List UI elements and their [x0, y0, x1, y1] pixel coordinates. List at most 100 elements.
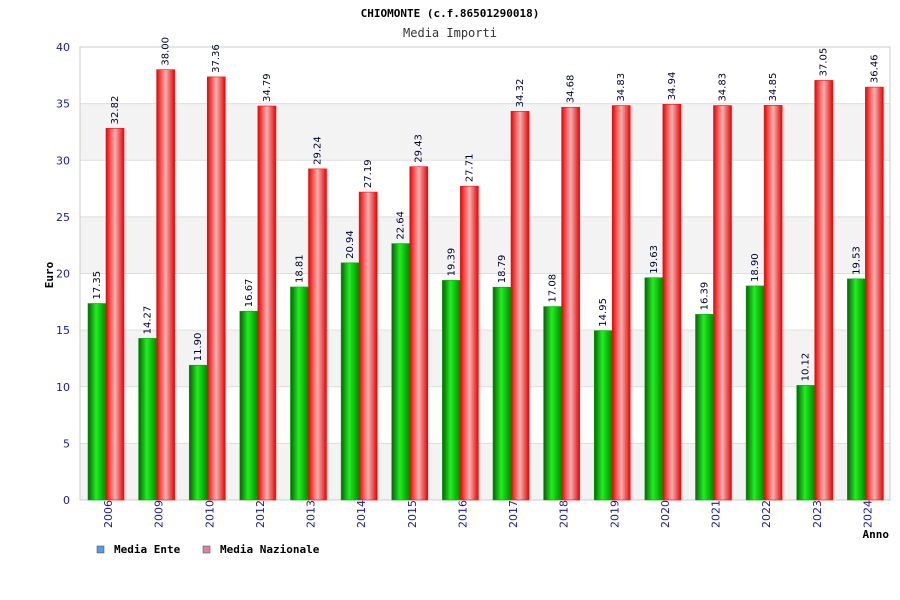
- legend-label-media-nazionale: Media Nazionale: [220, 543, 320, 556]
- y-tick-label: 10: [56, 381, 70, 394]
- chart-subtitle: Media Importi: [403, 26, 497, 40]
- bar-media-ente-2010: [188, 364, 208, 501]
- bar-media-nazionale-2006: [105, 128, 125, 501]
- data-label: 19.39: [446, 248, 457, 277]
- bar-media-ente-2017: [492, 286, 512, 501]
- x-tick-label: 2012: [254, 500, 267, 528]
- y-tick-label: 20: [56, 268, 70, 281]
- x-tick-label: 2014: [355, 500, 368, 528]
- bar-media-nazionale-2020: [662, 104, 682, 501]
- bar-media-ente-2020: [644, 277, 664, 501]
- x-tick-label: 2006: [102, 500, 115, 528]
- y-tick-label: 5: [63, 437, 70, 450]
- data-label: 34.94: [667, 72, 678, 101]
- y-tick-label: 0: [63, 494, 70, 507]
- legend: Media Ente Media Nazionale: [96, 543, 320, 556]
- data-label: 34.79: [262, 73, 273, 102]
- bar-media-nazionale-2013: [308, 168, 327, 501]
- bar-media-nazionale-2015: [409, 166, 429, 501]
- plot-area: 0 5 10 15 20 25 30 35 40 17.35 32.82 2006 14.27 38.00…: [56, 37, 891, 528]
- data-label: 14.27: [143, 306, 154, 335]
- data-label: 27.19: [363, 159, 374, 188]
- y-tick-label: 25: [56, 211, 70, 224]
- bar-media-nazionale-2016: [460, 185, 479, 501]
- bar-media-ente-2018: [543, 306, 562, 501]
- x-tick-label: 2019: [608, 500, 621, 528]
- bar-media-nazionale-2024: [865, 86, 884, 501]
- bar-media-ente-2023: [796, 385, 816, 501]
- data-label: 27.71: [464, 154, 475, 183]
- bar-media-nazionale-2023: [814, 80, 834, 501]
- data-label: 18.81: [295, 254, 306, 283]
- x-tick-label: 2022: [760, 500, 773, 528]
- data-label: 34.68: [566, 75, 577, 104]
- legend-label-media-ente: Media Ente: [114, 543, 181, 556]
- bar-media-ente-2024: [847, 278, 866, 501]
- data-label: 20.94: [345, 230, 356, 259]
- x-tick-label: 2021: [710, 500, 723, 528]
- x-tick-label: 2013: [305, 500, 318, 528]
- x-tick-label: 2009: [153, 500, 166, 528]
- x-tick-label: 2024: [861, 500, 874, 528]
- bar-media-nazionale-2018: [561, 106, 580, 501]
- data-label: 37.36: [211, 44, 222, 73]
- bar-media-ente-2013: [290, 286, 309, 501]
- legend-swatch-media-nazionale: [202, 545, 211, 554]
- data-label: 34.83: [718, 73, 729, 102]
- data-label: 29.24: [313, 136, 324, 165]
- bar-media-nazionale-2017: [510, 111, 530, 501]
- x-tick-label: 2023: [811, 500, 824, 528]
- data-label: 36.46: [869, 54, 880, 83]
- bar-media-nazionale-2010: [206, 76, 226, 501]
- data-label: 22.64: [396, 211, 407, 240]
- data-label: 14.95: [598, 298, 609, 327]
- x-tick-label: 2020: [659, 500, 672, 528]
- data-label: 18.90: [750, 253, 761, 282]
- chart-title: CHIOMONTE (c.f.86501290018): [361, 7, 540, 20]
- bar-media-nazionale-2009: [156, 69, 175, 501]
- plot-border: [79, 46, 891, 501]
- data-label: 37.05: [819, 48, 830, 77]
- legend-swatch-media-ente: [96, 545, 105, 554]
- data-label: 34.32: [515, 79, 526, 108]
- data-label: 32.82: [110, 96, 121, 125]
- bar-media-ente-2012: [239, 310, 259, 501]
- x-tick-label: 2015: [406, 500, 419, 528]
- data-label: 10.12: [801, 353, 812, 382]
- y-tick-label: 40: [56, 41, 70, 54]
- y-tick-label: 35: [56, 98, 70, 111]
- x-tick-label: 2016: [456, 500, 469, 528]
- x-axis-label: Anno: [863, 528, 890, 541]
- data-label: 29.43: [414, 134, 425, 163]
- bar-media-ente-2022: [745, 285, 765, 501]
- data-label: 16.67: [244, 279, 255, 308]
- data-label: 18.79: [497, 255, 508, 284]
- x-tick-label: 2017: [507, 500, 520, 528]
- bar-media-ente-2019: [593, 330, 613, 501]
- data-label: 17.35: [92, 271, 103, 300]
- y-axis-label: Euro: [43, 261, 56, 288]
- data-label: 34.85: [768, 73, 779, 102]
- bar-media-ente-2014: [340, 262, 360, 501]
- data-label: 19.53: [851, 246, 862, 275]
- y-tick-label: 30: [56, 154, 70, 167]
- bar-media-ente-2009: [138, 338, 157, 501]
- bar-media-nazionale-2012: [257, 105, 277, 501]
- data-label: 17.08: [548, 274, 559, 303]
- bar-media-nazionale-2019: [611, 105, 631, 501]
- bar-media-nazionale-2014: [358, 191, 378, 501]
- x-tick-label: 2010: [203, 500, 216, 528]
- data-label: 19.63: [649, 245, 660, 274]
- y-tick-label: 15: [56, 324, 70, 337]
- bar-media-ente-2016: [442, 280, 461, 501]
- bar-media-nazionale-2021: [713, 105, 732, 501]
- bar-media-ente-2006: [87, 303, 107, 501]
- x-tick-label: 2018: [558, 500, 571, 528]
- bar-media-ente-2021: [695, 314, 714, 501]
- data-label: 34.83: [616, 73, 627, 102]
- bar-media-ente-2015: [391, 243, 411, 501]
- data-label: 11.90: [193, 333, 204, 362]
- data-label: 38.00: [161, 37, 172, 66]
- data-label: 16.39: [700, 282, 711, 311]
